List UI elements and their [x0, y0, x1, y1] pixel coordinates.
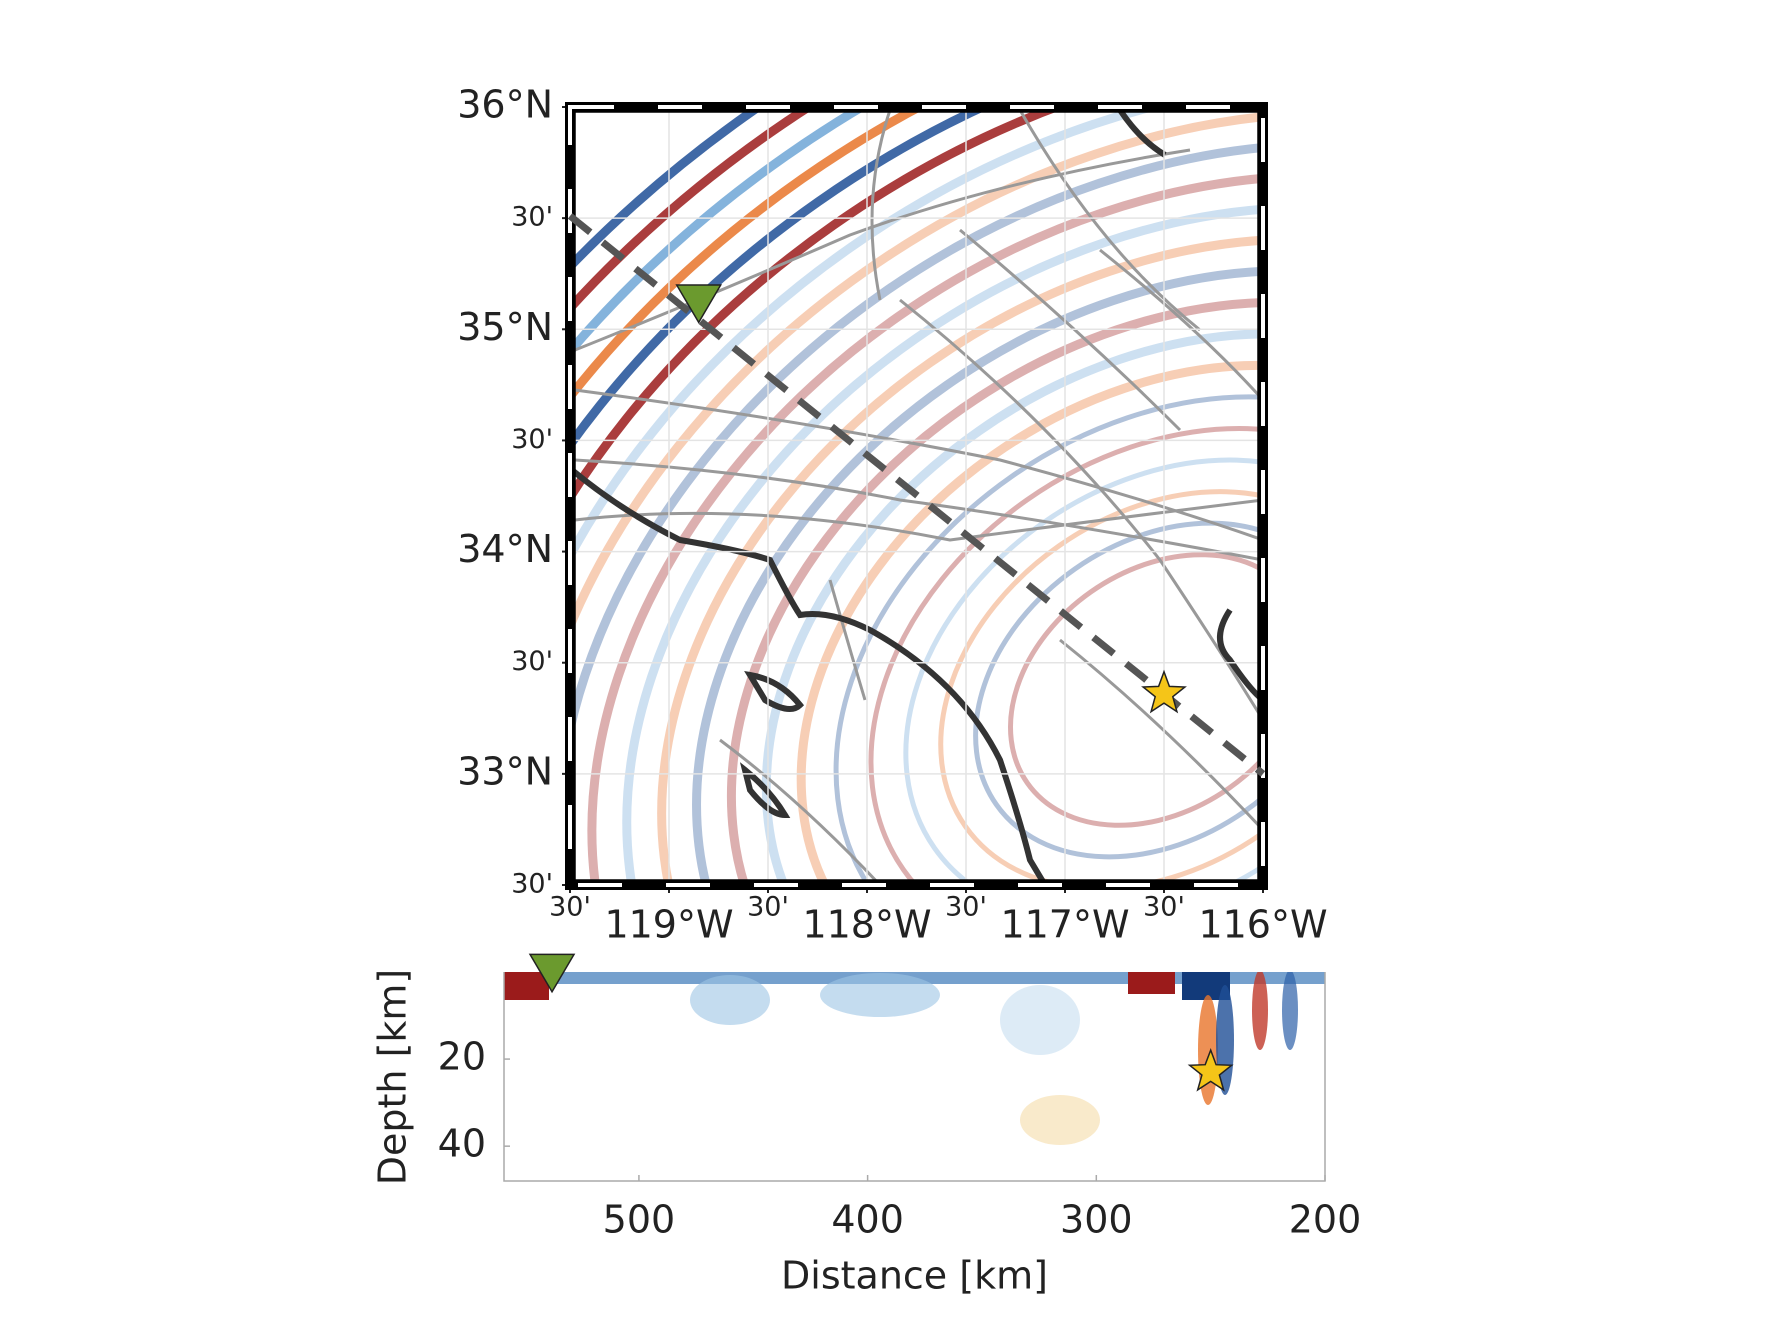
wave-arc	[833, 394, 1263, 885]
fault	[1018, 109, 1201, 332]
fault	[1099, 248, 1263, 402]
wave-patch	[1000, 985, 1080, 1055]
section-background	[504, 972, 1325, 1181]
x-tick-label: 119°W	[604, 903, 733, 947]
x-tick-label: 400	[831, 1198, 904, 1242]
y-axis-label: Depth [km]	[371, 969, 415, 1186]
y-tick-label: 33°N	[457, 749, 553, 793]
wave-arc	[692, 266, 1263, 885]
section-axes	[503, 972, 1326, 1182]
y-tick-label: 35°N	[457, 305, 553, 349]
station-marker	[528, 953, 576, 994]
fault	[574, 148, 1191, 352]
x-tick-label: 30'	[549, 892, 591, 923]
y-tick-label: 30'	[511, 424, 553, 455]
wave-arc	[570, 107, 1263, 885]
x-tick-label: 30'	[747, 892, 789, 923]
wave-arc	[587, 171, 1263, 885]
wave-patch	[1128, 972, 1175, 994]
x-tick-label: 300	[1060, 1198, 1133, 1242]
wave-patch	[1252, 972, 1268, 1050]
station-marker	[675, 284, 723, 324]
x-tick-label: 30'	[1143, 892, 1185, 923]
coast	[570, 467, 1048, 885]
y-tick-label: 40	[438, 1122, 486, 1166]
map-frame-dash	[568, 105, 1265, 887]
coast	[1117, 108, 1167, 158]
y-tick-label: 36°N	[457, 83, 553, 127]
fault	[870, 109, 892, 301]
wave-patch	[1020, 1095, 1100, 1145]
wave-arc	[796, 360, 1263, 885]
wave-patch	[1282, 972, 1298, 1050]
fault	[828, 579, 867, 701]
wave-arc	[761, 329, 1263, 885]
wave-patch	[820, 973, 940, 1017]
fault	[574, 498, 1263, 542]
wave-patch	[690, 975, 770, 1025]
fault	[1059, 638, 1263, 832]
wave-arc	[726, 297, 1263, 885]
y-tick-label: 20	[438, 1035, 486, 1079]
y-tick-label: 30'	[511, 646, 553, 677]
island	[739, 762, 791, 819]
wave-arc	[1008, 552, 1263, 828]
wave-arc	[570, 107, 1263, 885]
map-frame-inner	[574, 111, 1259, 881]
event-marker	[1187, 1047, 1234, 1092]
wave-arc	[657, 234, 1263, 885]
profile-line	[567, 213, 1266, 777]
event-marker	[1141, 669, 1187, 714]
y-tick-label: 30'	[511, 869, 553, 900]
fault	[574, 458, 1263, 562]
wave-arc	[570, 139, 1263, 885]
coast	[1217, 608, 1263, 703]
x-tick-label: 500	[603, 1198, 676, 1242]
x-tick-label: 116°W	[1198, 903, 1327, 947]
fault	[719, 738, 882, 885]
wave-arc	[903, 457, 1263, 885]
fault	[899, 298, 1263, 721]
x-tick-label: 30'	[945, 892, 987, 923]
wave-arc	[622, 203, 1263, 885]
x-axis-label: Distance [km]	[781, 1254, 1048, 1298]
wave-patch	[504, 972, 549, 1000]
y-tick-label: 30'	[511, 202, 553, 233]
y-tick-label: 34°N	[457, 527, 553, 571]
wave-arc	[868, 425, 1263, 885]
x-tick-label: 200	[1289, 1198, 1362, 1242]
wave-arc	[570, 107, 1263, 885]
wave-arc	[570, 107, 1263, 885]
wave-arc	[570, 107, 1263, 885]
wave-arc	[570, 107, 1263, 885]
x-tick-label: 117°W	[1000, 903, 1129, 947]
coastline	[570, 108, 1263, 885]
x-tick-label: 118°W	[802, 903, 931, 947]
faults	[574, 109, 1263, 885]
